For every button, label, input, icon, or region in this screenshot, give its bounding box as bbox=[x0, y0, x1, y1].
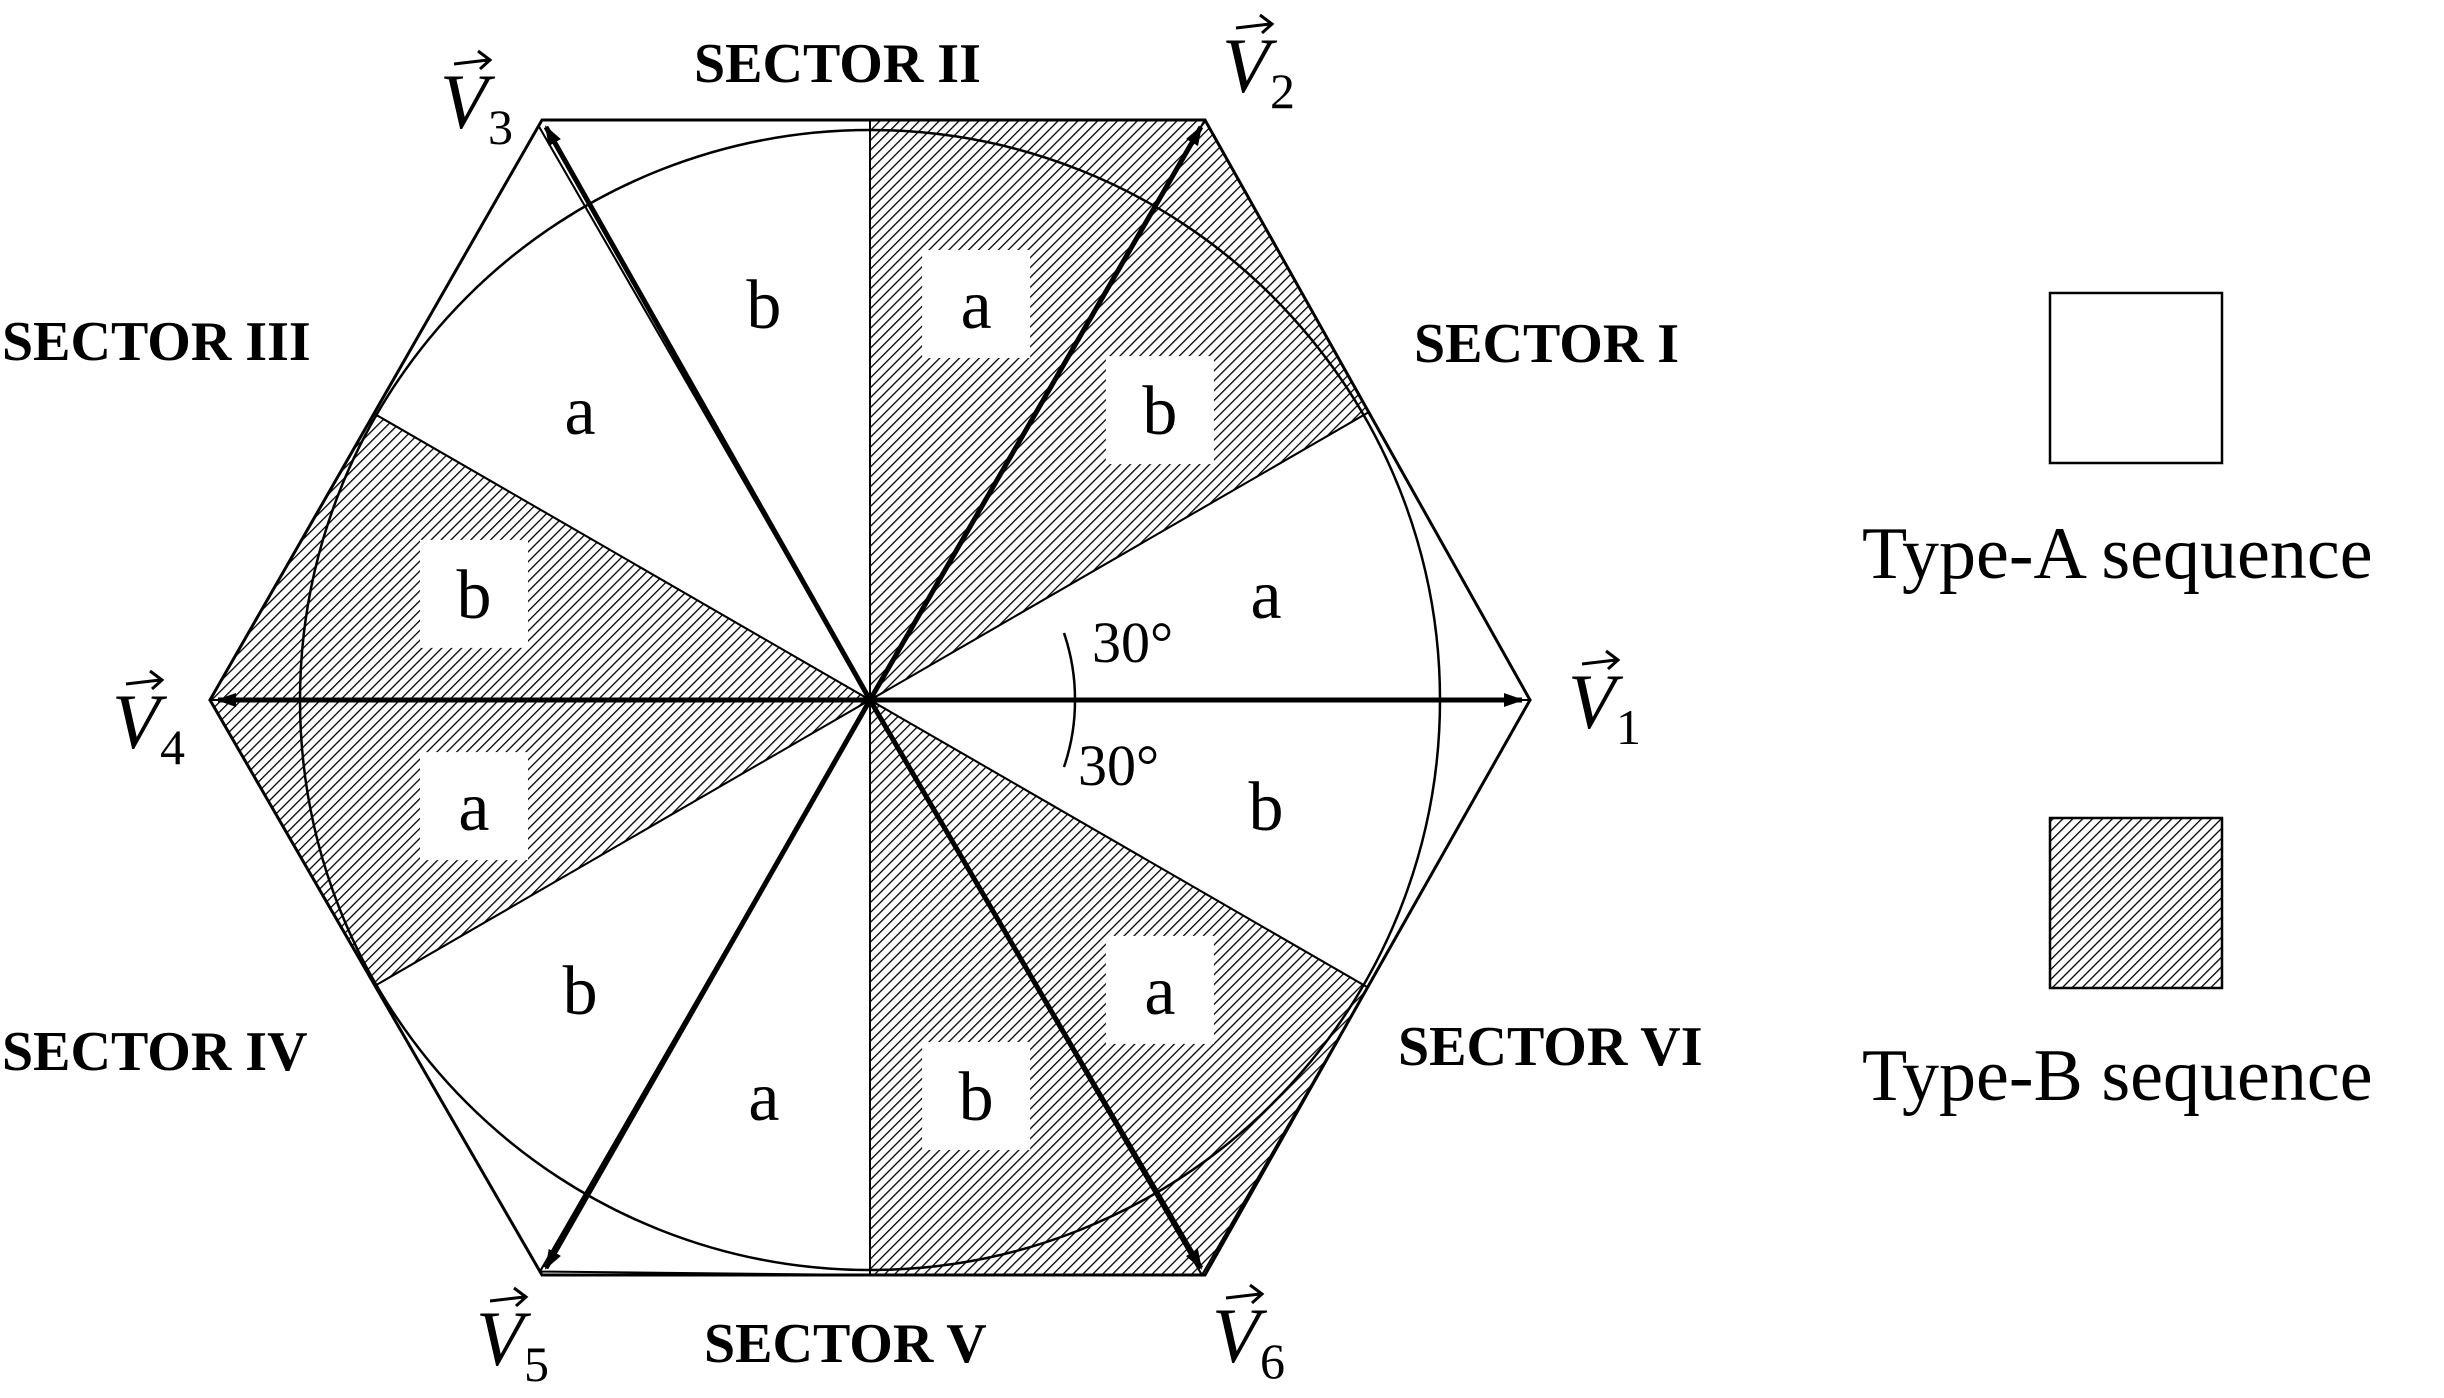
region-letter-2: b bbox=[1142, 373, 1177, 450]
region-letter-7: a bbox=[458, 769, 489, 846]
sector-label-2: SECTOR II bbox=[694, 33, 981, 95]
region-letter-10: b bbox=[959, 1059, 994, 1136]
region-letter-background bbox=[419, 752, 528, 861]
hexagon-boundary bbox=[208, 118, 1532, 1277]
vector-arrow-accent-icon bbox=[1225, 1283, 1265, 1305]
region-letter-background bbox=[922, 1042, 1031, 1151]
vector-arrow-v2 bbox=[867, 125, 1204, 702]
legend-type-a-swatch bbox=[2048, 291, 2224, 465]
sector-label-4: SECTOR IV bbox=[2, 1021, 308, 1083]
legend-type-b-label: Type-B sequence bbox=[1862, 1035, 2373, 1117]
vector-arrow-accent-icon bbox=[1581, 649, 1621, 671]
region-letter-background bbox=[1105, 356, 1214, 465]
vector-subscript: 3 bbox=[488, 99, 513, 155]
region-letter-4: b bbox=[746, 267, 781, 344]
region-letter-background bbox=[922, 249, 1031, 358]
vector-symbol: V bbox=[112, 678, 168, 765]
vector-labels: V 1V 2V 3V 4V 5 V 6 bbox=[112, 13, 1641, 1392]
region-letter-background bbox=[1105, 935, 1214, 1044]
sector-label-5: SECTOR V bbox=[704, 1313, 987, 1375]
voltage-vectors bbox=[216, 125, 1524, 1270]
sector-label-6: SECTOR VI bbox=[1398, 1016, 1703, 1078]
vector-subscript: 6 bbox=[1260, 1333, 1285, 1389]
vector-arrow-v3 bbox=[543, 125, 873, 702]
region-letter-11: a bbox=[1144, 953, 1175, 1030]
sector-label-1: SECTOR I bbox=[1414, 313, 1679, 375]
vector-subscript: 1 bbox=[1616, 699, 1641, 755]
vector-arrow-accent-icon bbox=[453, 49, 493, 71]
vector-arrow-accent-icon bbox=[489, 1286, 529, 1308]
vector-arrow-accent-icon bbox=[125, 669, 165, 691]
legend-type-a-label: Type-A sequence bbox=[1862, 513, 2373, 595]
region-letter-background bbox=[419, 539, 528, 648]
angle-arc-upper bbox=[1062, 632, 1077, 701]
region-letter-9: a bbox=[748, 1059, 779, 1136]
vector-subscript: 4 bbox=[160, 719, 185, 775]
region-letter-5: a bbox=[565, 373, 596, 450]
vector-symbol: V bbox=[1222, 22, 1278, 109]
legend-type-b-swatch bbox=[2048, 816, 2224, 990]
vector-arrow-v6 bbox=[867, 698, 1204, 1270]
vector-arrow-v5 bbox=[543, 698, 873, 1270]
region-letter-1: a bbox=[1250, 557, 1281, 634]
region-letter-6: b bbox=[456, 557, 491, 634]
region-letter-12: b bbox=[1249, 769, 1284, 846]
angle-label-upper: 30° bbox=[1092, 610, 1173, 675]
sector-label-3: SECTOR III bbox=[2, 311, 311, 373]
vector-symbol: V bbox=[1568, 658, 1624, 745]
vector-symbol: V bbox=[440, 58, 496, 145]
region-letters: a b a b a b a b a b a b bbox=[419, 249, 1284, 1151]
vector-subscript: 2 bbox=[1270, 63, 1295, 119]
angle-label-lower: 30° bbox=[1078, 733, 1159, 798]
vector-arrow-accent-icon bbox=[1235, 13, 1275, 35]
angle-arc-lower bbox=[1062, 699, 1077, 768]
vector-symbol: V bbox=[1212, 1292, 1268, 1379]
region-letter-8: b bbox=[563, 953, 598, 1030]
vector-subscript: 5 bbox=[524, 1336, 549, 1392]
vector-symbol: V bbox=[476, 1295, 532, 1382]
region-letter-3: a bbox=[961, 267, 992, 344]
